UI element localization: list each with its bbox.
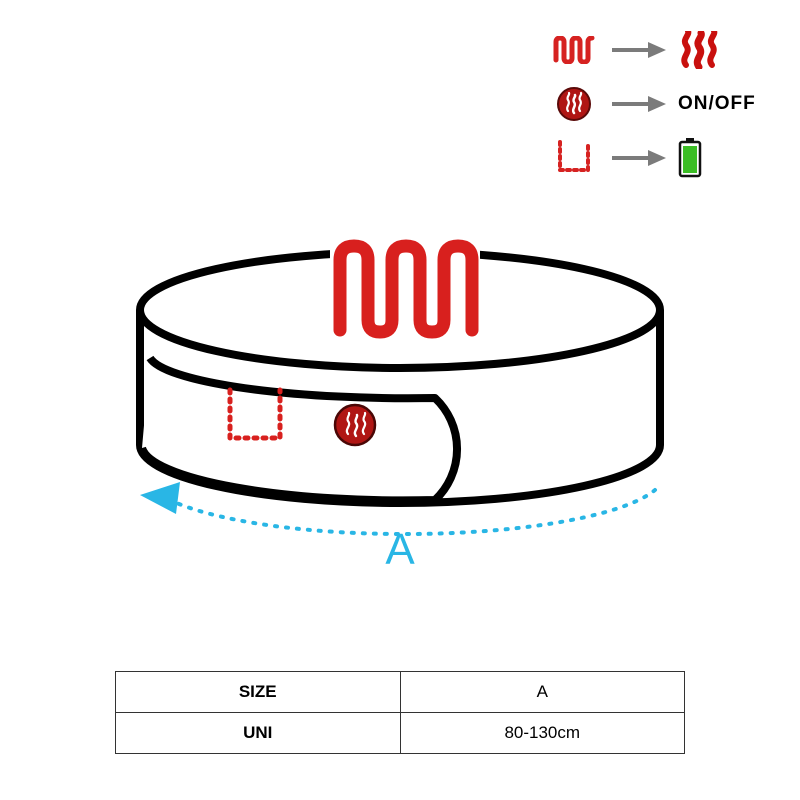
table-row: SIZE A <box>116 672 685 713</box>
belt-power-button <box>335 405 375 445</box>
battery-icon <box>678 138 768 178</box>
pocket-icon <box>550 140 598 176</box>
size-row-value: 80-130cm <box>400 713 685 754</box>
size-col-a: A <box>400 672 685 713</box>
measurement-label: A <box>385 525 414 575</box>
size-row-label: UNI <box>116 713 401 754</box>
legend: ON/OFF <box>528 28 768 190</box>
power-button-icon <box>550 86 598 122</box>
onoff-label: ON/OFF <box>678 93 768 115</box>
size-table: SIZE A UNI 80-130cm <box>115 671 685 754</box>
arrow-icon <box>610 94 666 114</box>
arrow-icon <box>610 148 666 168</box>
arrow-icon <box>610 40 666 60</box>
legend-row-coil <box>528 28 768 72</box>
diagram-canvas: ON/OFF <box>0 0 800 800</box>
coil-icon <box>550 36 598 64</box>
table-row: UNI 80-130cm <box>116 713 685 754</box>
heat-icon <box>678 31 768 69</box>
size-header: SIZE <box>116 672 401 713</box>
legend-row-pocket <box>528 136 768 180</box>
legend-row-button: ON/OFF <box>528 82 768 126</box>
